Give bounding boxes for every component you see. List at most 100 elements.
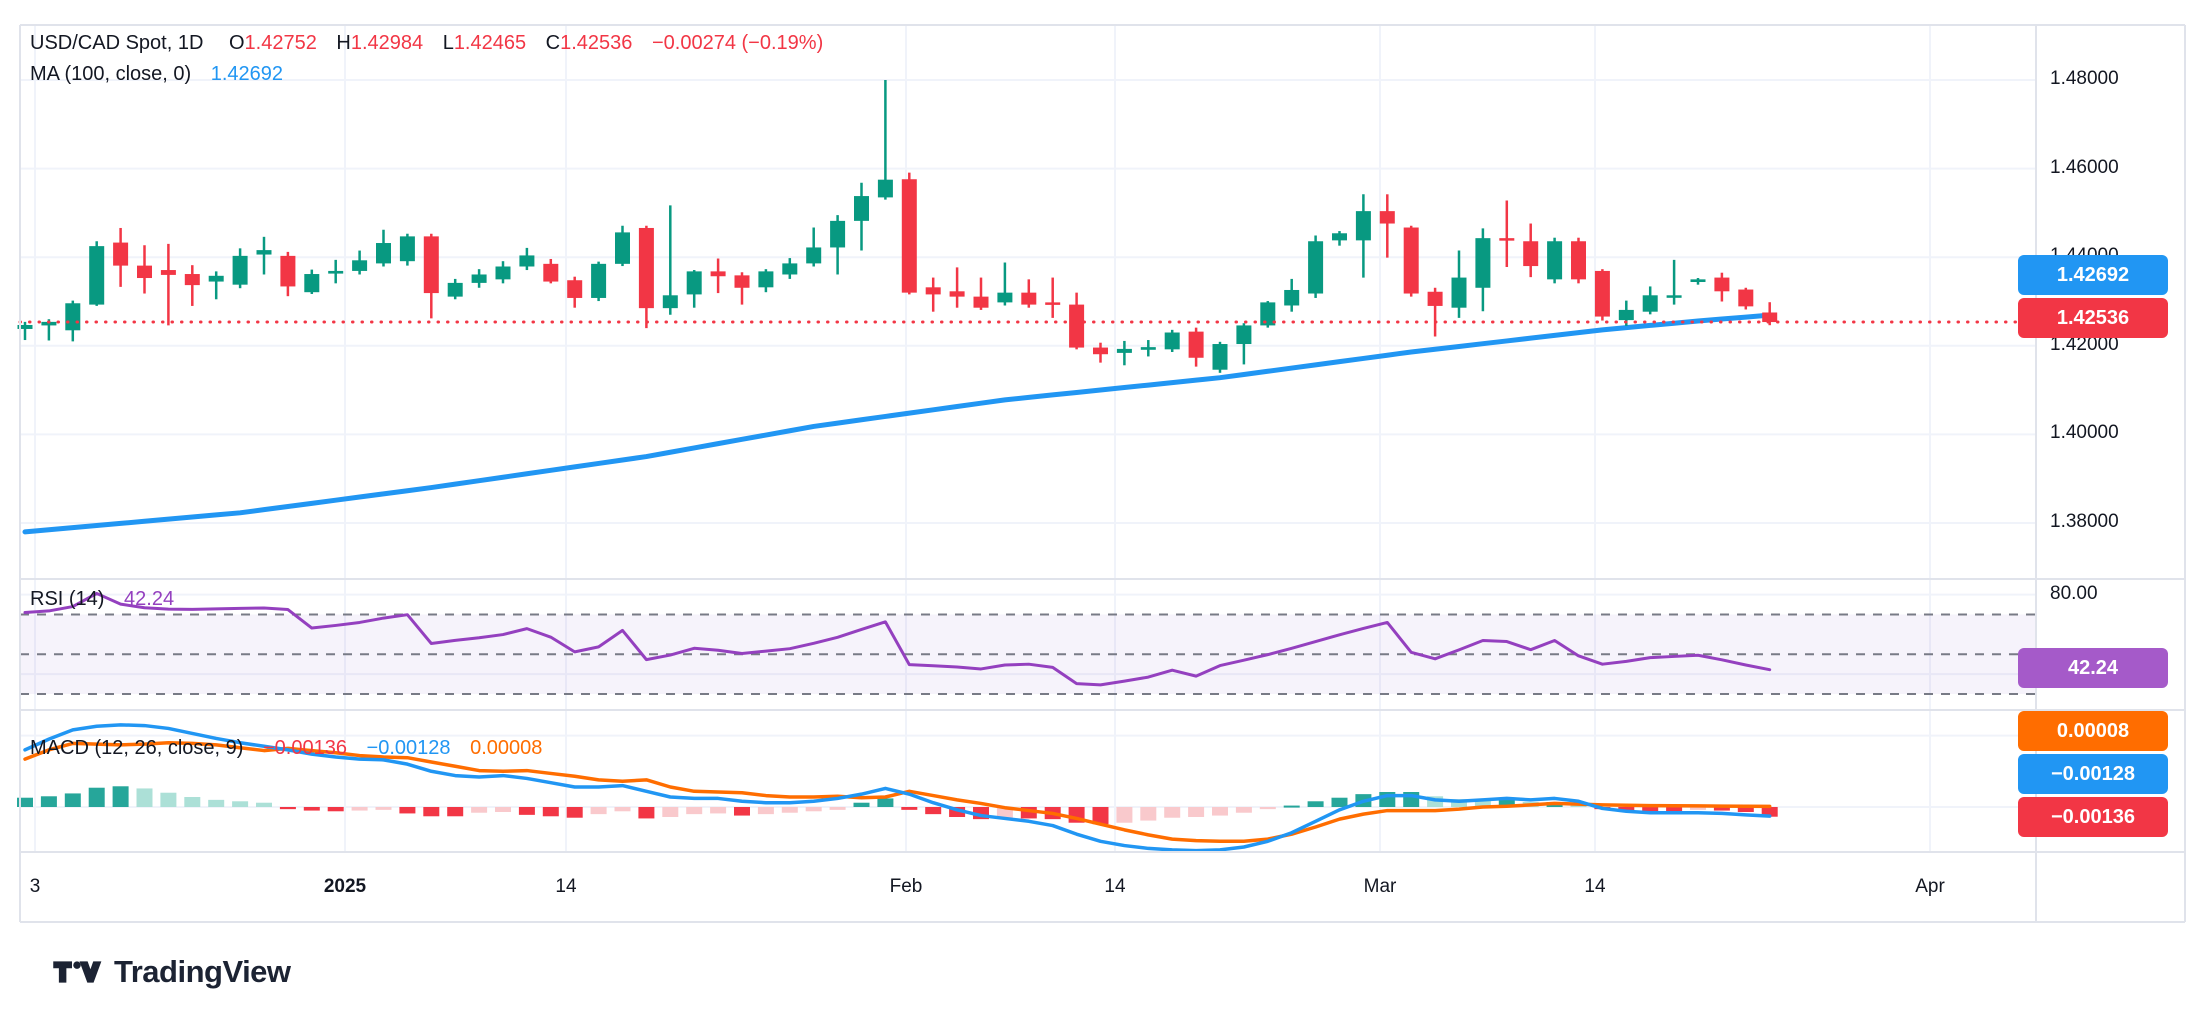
- candle[interactable]: [1738, 287, 1754, 310]
- candle-body: [1738, 289, 1754, 307]
- candle[interactable]: [1666, 259, 1682, 305]
- candle[interactable]: [1164, 329, 1180, 353]
- candle[interactable]: [328, 259, 344, 284]
- tradingview-logo[interactable]: TradingView: [52, 952, 291, 992]
- candle[interactable]: [543, 258, 559, 284]
- candle[interactable]: [280, 251, 296, 297]
- candle[interactable]: [782, 258, 798, 279]
- candle[interactable]: [519, 247, 535, 271]
- candle[interactable]: [591, 261, 607, 302]
- macd-hist-bar: [805, 807, 822, 812]
- candle[interactable]: [65, 300, 81, 342]
- change-value: −0.00274 (−0.19%): [651, 32, 824, 54]
- candle[interactable]: [1188, 327, 1204, 367]
- ma-legend[interactable]: MA (100, close, 0) 1.42692: [30, 63, 283, 86]
- candle[interactable]: [758, 269, 774, 293]
- candle[interactable]: [1069, 292, 1085, 350]
- rsi-legend[interactable]: RSI (14) 42.24: [30, 588, 174, 611]
- candle[interactable]: [1140, 340, 1156, 357]
- candle[interactable]: [1571, 237, 1586, 284]
- candle[interactable]: [89, 241, 105, 306]
- candle[interactable]: [949, 267, 965, 308]
- ohlc-low: L1.42465: [442, 32, 527, 54]
- candle[interactable]: [1236, 323, 1252, 365]
- candle[interactable]: [854, 182, 869, 251]
- candle[interactable]: [1642, 286, 1658, 315]
- candle[interactable]: [1403, 225, 1419, 297]
- candle[interactable]: [1045, 277, 1061, 318]
- candle[interactable]: [1499, 200, 1515, 267]
- candle[interactable]: [160, 243, 176, 326]
- candle[interactable]: [830, 215, 846, 275]
- candle[interactable]: [352, 250, 368, 275]
- candle[interactable]: [1260, 301, 1276, 328]
- candle[interactable]: [447, 278, 463, 300]
- macd-hist-bar: [1188, 807, 1205, 818]
- candle-body: [280, 255, 296, 287]
- main-legend[interactable]: USD/CAD Spot, 1D O1.42752 H1.42984 L1.42…: [30, 32, 823, 55]
- candle[interactable]: [137, 245, 152, 294]
- candle-body: [782, 263, 798, 275]
- candle-body: [949, 291, 965, 297]
- candle[interactable]: [567, 276, 583, 308]
- macd-hist-bar: [399, 807, 416, 814]
- candle[interactable]: [232, 248, 248, 289]
- candle-body: [1069, 304, 1085, 348]
- candle[interactable]: [1379, 194, 1395, 258]
- candle[interactable]: [1523, 223, 1539, 278]
- candle[interactable]: [615, 225, 630, 267]
- candle[interactable]: [1021, 279, 1037, 308]
- candle[interactable]: [997, 262, 1013, 306]
- macd-hist-bar: [495, 807, 511, 813]
- candle[interactable]: [113, 227, 129, 287]
- candle[interactable]: [1451, 250, 1467, 318]
- candle[interactable]: [1332, 231, 1347, 246]
- candle[interactable]: [925, 277, 941, 312]
- candle[interactable]: [423, 233, 439, 319]
- candle-body: [1666, 295, 1682, 298]
- candle-body: [495, 266, 511, 280]
- candle-body: [1594, 270, 1610, 317]
- candle[interactable]: [1475, 228, 1491, 312]
- candle[interactable]: [686, 270, 702, 308]
- candle[interactable]: [973, 277, 989, 310]
- candle-body: [567, 280, 583, 298]
- candle[interactable]: [1355, 194, 1371, 278]
- candle[interactable]: [471, 269, 487, 288]
- macd-hist-bar: [996, 807, 1013, 818]
- candle[interactable]: [1284, 278, 1300, 312]
- candle[interactable]: [399, 233, 415, 266]
- ma-price-badge: 1.42692: [2018, 255, 2168, 295]
- price-axis-label: 1.48000: [2050, 68, 2119, 89]
- candle[interactable]: [208, 271, 224, 300]
- macd-hist-bar: [542, 807, 559, 817]
- candle[interactable]: [806, 227, 822, 267]
- candle-body: [65, 303, 81, 331]
- candle[interactable]: [901, 172, 917, 295]
- candle[interactable]: [1116, 340, 1132, 366]
- candle[interactable]: [1690, 278, 1706, 285]
- candle[interactable]: [638, 225, 654, 329]
- candle[interactable]: [1427, 287, 1443, 337]
- candle[interactable]: [17, 321, 33, 341]
- candle[interactable]: [256, 236, 272, 275]
- candle[interactable]: [1547, 237, 1563, 284]
- macd-hist-bar: [1092, 807, 1109, 825]
- candle[interactable]: [1093, 342, 1108, 363]
- candle[interactable]: [662, 205, 678, 315]
- candle[interactable]: [710, 258, 726, 294]
- candle[interactable]: [1308, 235, 1324, 298]
- candle[interactable]: [1714, 272, 1730, 302]
- macd-legend[interactable]: MACD (12, 26, close, 9) −0.00136 −0.0012…: [30, 737, 542, 760]
- candle[interactable]: [734, 272, 750, 305]
- candle[interactable]: [1212, 341, 1228, 373]
- candle-body: [1260, 302, 1276, 326]
- candle[interactable]: [376, 229, 391, 267]
- candle[interactable]: [184, 265, 200, 306]
- candle[interactable]: [304, 269, 320, 294]
- candle[interactable]: [495, 261, 511, 284]
- candle[interactable]: [877, 80, 893, 200]
- candle[interactable]: [1594, 269, 1610, 321]
